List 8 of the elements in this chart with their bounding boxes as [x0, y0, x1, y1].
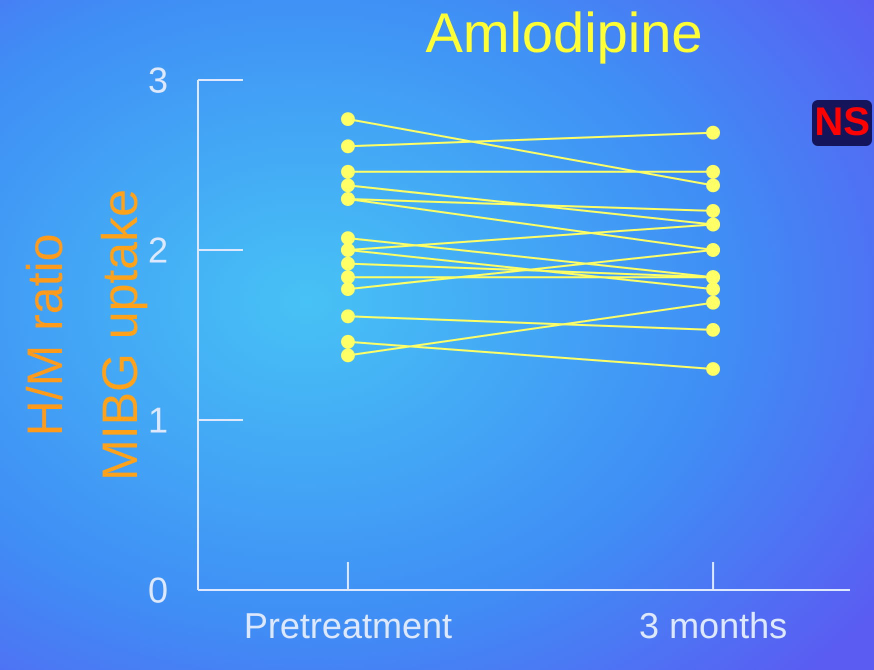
x-tick-label: 3 months [639, 605, 788, 646]
y-tick-label: 3 [148, 60, 168, 101]
y-tick-label: 2 [148, 230, 168, 271]
y-tick-label: 1 [148, 400, 168, 441]
chart-title: Amlodipine [425, 1, 703, 64]
x-tick-label: Pretreatment [244, 605, 452, 646]
y-tick-label: 0 [148, 570, 168, 611]
y-axis-title: H/M ratio MIBG uptake [17, 189, 148, 481]
